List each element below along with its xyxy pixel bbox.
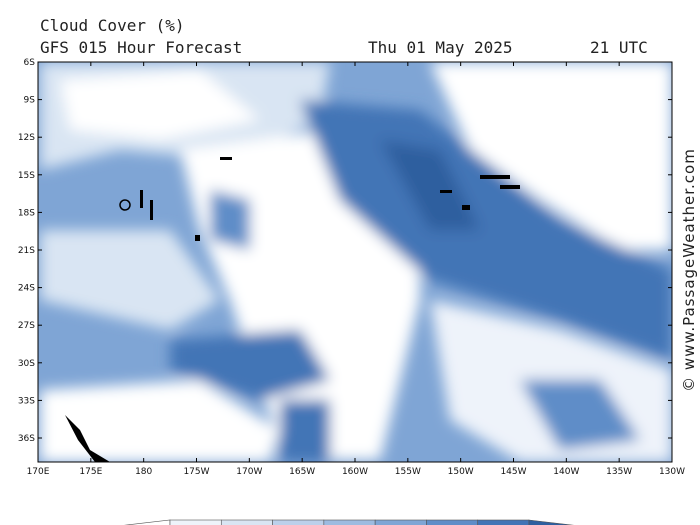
colorbar-swatch <box>374 519 427 525</box>
lat-label: 27S <box>18 321 35 331</box>
lat-label: 30S <box>18 359 35 369</box>
lat-label: 18S <box>18 208 35 218</box>
lon-label: 145W <box>500 467 526 477</box>
lon-label: 130W <box>659 467 685 477</box>
lon-label: 140W <box>553 467 579 477</box>
lat-label: 6S <box>24 58 36 68</box>
cloud-band <box>210 190 250 250</box>
subtitle: GFS 015 Hour Forecast <box>40 38 242 57</box>
colorbar-swatch <box>169 519 222 525</box>
axes: 6S 9S 12S 15S 18S 21S 24S 27S 30S 33S 36S 170E 175E 1… <box>18 58 685 477</box>
lon-label: 155W <box>395 467 421 477</box>
lat-label: 9S <box>24 96 36 106</box>
lon-label: 180 <box>135 467 152 477</box>
colorbar-swatch <box>477 519 530 525</box>
forecast-date: Thu 01 May 2025 <box>368 38 513 57</box>
lon-label: 175W <box>183 467 209 477</box>
cloud-blobs <box>40 62 672 462</box>
lat-label: 21S <box>18 246 35 256</box>
lon-label: 170E <box>27 467 50 477</box>
colorbar-swatch <box>220 519 273 525</box>
colorbar-swatch <box>272 519 325 525</box>
cloud-band <box>170 330 330 400</box>
cloud-field <box>38 62 672 462</box>
cloud-area <box>430 62 672 250</box>
lat-label: 24S <box>18 284 35 294</box>
colorbar-arrow-low <box>124 519 171 525</box>
lon-label: 150W <box>448 467 474 477</box>
colorbar-swatch <box>426 519 479 525</box>
lon-label: 135W <box>606 467 632 477</box>
title: Cloud Cover (%) <box>40 16 185 35</box>
lat-label: 36S <box>18 434 35 444</box>
islands <box>65 157 520 462</box>
lat-label: 33S <box>18 396 35 406</box>
cloud-area <box>40 230 220 330</box>
cloud-band <box>280 400 330 462</box>
forecast-time: 21 UTC <box>590 38 648 57</box>
cloud-area <box>60 70 260 140</box>
watermark: © www.PassageWeather.com <box>680 148 698 392</box>
cloud-band <box>300 100 672 360</box>
lat-label: 12S <box>18 133 35 143</box>
lon-label: 175E <box>79 467 102 477</box>
cloud-band <box>520 380 640 450</box>
cloud-area <box>40 380 280 462</box>
colorbar-arrow-high <box>528 519 575 525</box>
lon-label: 165W <box>289 467 315 477</box>
colorbar-swatch <box>323 519 376 525</box>
cloud-band <box>380 140 480 230</box>
lon-label: 170W <box>236 467 262 477</box>
lat-label: 15S <box>18 171 35 181</box>
colorbar: 1025405060758599 <box>124 519 575 525</box>
lon-label: 160W <box>342 467 368 477</box>
